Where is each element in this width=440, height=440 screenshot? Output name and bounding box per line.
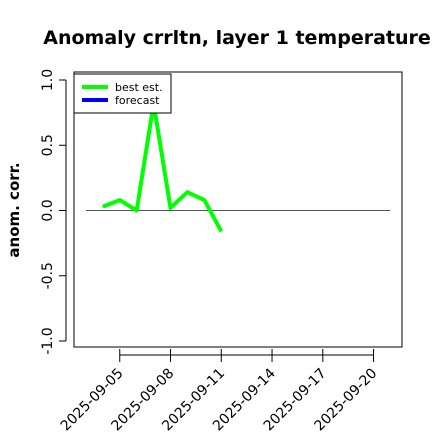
legend: best est.forecast <box>73 73 172 114</box>
plot-frame <box>73 71 403 348</box>
x-axis: 2025-09-052025-09-082025-09-112025-09-14… <box>58 349 380 434</box>
legend-box <box>73 73 172 114</box>
series-point <box>102 206 104 208</box>
series-point <box>203 199 205 201</box>
y-axis-title: anom. corr. <box>5 162 23 257</box>
series-point <box>220 230 222 232</box>
y-tick-label: 0.5 <box>40 134 56 156</box>
chart-title: Anomaly crrltn, layer 1 temperature <box>43 27 431 49</box>
y-axis: -1.0 -0.5 0.0 0.5 1.0 <box>40 69 67 355</box>
y-tick-label: -1.0 <box>40 327 56 354</box>
y-tick-label: 0.0 <box>40 199 56 221</box>
series-point <box>136 210 138 211</box>
series-point <box>119 199 121 201</box>
series-layer <box>102 101 224 233</box>
y-tick-label: 1.0 <box>40 69 56 91</box>
legend-label: best est. <box>115 81 163 94</box>
series-point <box>186 191 188 193</box>
legend-label: forecast <box>115 94 160 107</box>
y-tick-label: -0.5 <box>40 262 56 289</box>
series-point <box>170 207 172 209</box>
series-line <box>102 101 224 233</box>
